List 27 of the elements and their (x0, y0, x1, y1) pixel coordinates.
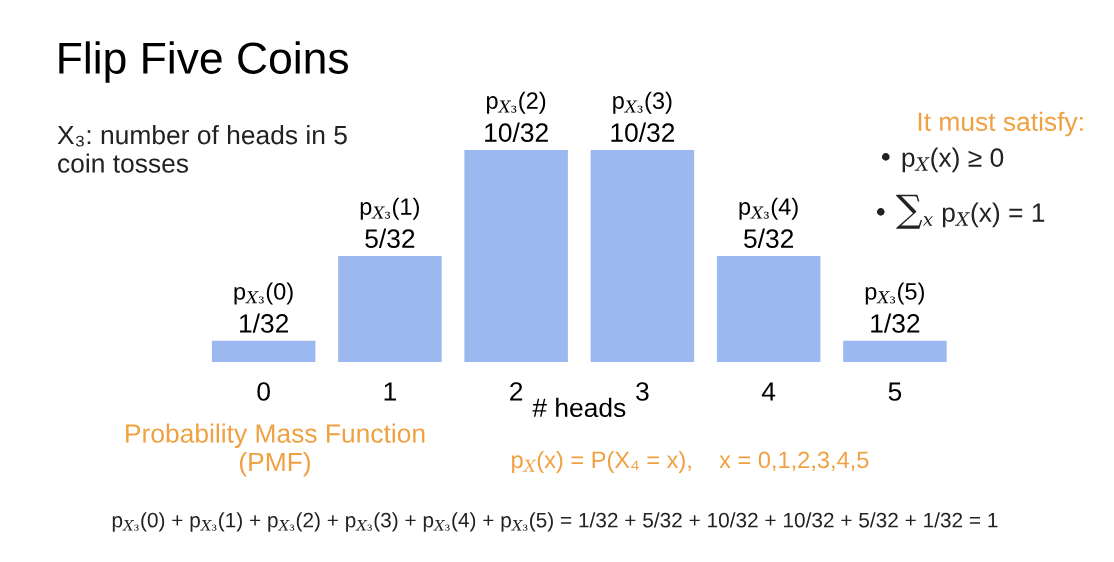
annotation: p$_{X₃}$(3) (613, 91, 672, 114)
data-label: 10/32 (485, 122, 548, 143)
x-axis-title: # heads (532, 397, 626, 418)
annotation: p$_{X₃}$(5) (865, 282, 924, 305)
x-tick-label: 3 (636, 382, 649, 401)
x-tick-label: 0 (257, 382, 270, 401)
annotation: X₃: number of heads in 5 coin tosses (57, 125, 347, 173)
annotation: p$_{X₃}$(2) (486, 91, 546, 114)
chart-title: Flip Five Coins (59, 41, 348, 83)
x-tick-label: 1 (384, 382, 396, 401)
annotation: p$_{X₃}$(1) (360, 197, 419, 220)
annotation: • ∑$_{x}$ p$_{X}$(x) = 1 (876, 194, 1045, 229)
text: Probability Mass Function (PMF) (126, 423, 425, 477)
data-label: 1/32 (871, 313, 920, 333)
text: p$_{X}$(x) = P(X₄ = x), x = 0,1,2,3,4,5 (512, 450, 869, 473)
data-label: 10/32 (611, 122, 675, 143)
data-label: 1/32 (239, 313, 288, 333)
annotation: p$_{X₃}$(4) (739, 197, 798, 220)
annotation: p$_{X₃}$(0) (234, 282, 293, 305)
annotation: • p$_{X}$(x) ≥ 0 (881, 147, 1004, 173)
x-tick-label: 2 (510, 382, 523, 401)
data-label: 5/32 (365, 228, 415, 249)
text: p$_{X₃}$(0) + p$_{X₃}$(1) + p$_{X₃}$(2) + p$_{X₃}$(3) + p$_{X₃}$(4) + p$_{X₃}$(5) = 1/32 + 5/32 + 10/32 + 10/32 + 5/32 + 1/32 = 1 (112, 512, 998, 532)
text: It must satisfy: (918, 111, 1083, 137)
x-tick-label: 4 (761, 382, 776, 401)
data-label: 5/32 (744, 228, 794, 249)
x-tick-label: 5 (888, 382, 902, 401)
